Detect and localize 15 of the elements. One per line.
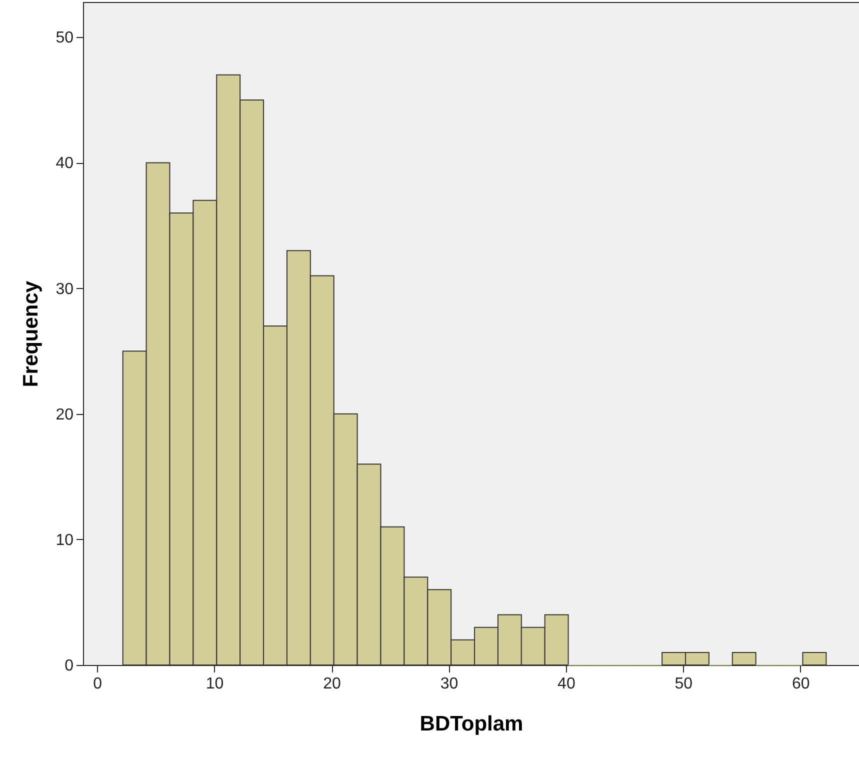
x-tick-label: 0 bbox=[93, 676, 102, 692]
y-tick-label: 40 bbox=[56, 155, 74, 172]
x-tick-label: 30 bbox=[440, 676, 458, 692]
x-tick-label: 40 bbox=[558, 676, 576, 692]
y-axis-title: Frequency bbox=[20, 280, 43, 388]
y-tick-label: 20 bbox=[56, 406, 74, 424]
y-tick-label: 30 bbox=[56, 280, 74, 298]
x-tick-label: 50 bbox=[674, 676, 693, 692]
x-tick-label: 60 bbox=[792, 676, 810, 692]
y-tick-label: 0 bbox=[64, 658, 74, 674]
x-tick-label: 10 bbox=[206, 676, 224, 692]
x-tick-label: 20 bbox=[323, 676, 342, 692]
y-tick-label: 50 bbox=[56, 30, 74, 47]
y-tick-label: 10 bbox=[56, 532, 74, 549]
x-axis-title: BDToplam bbox=[420, 712, 524, 736]
